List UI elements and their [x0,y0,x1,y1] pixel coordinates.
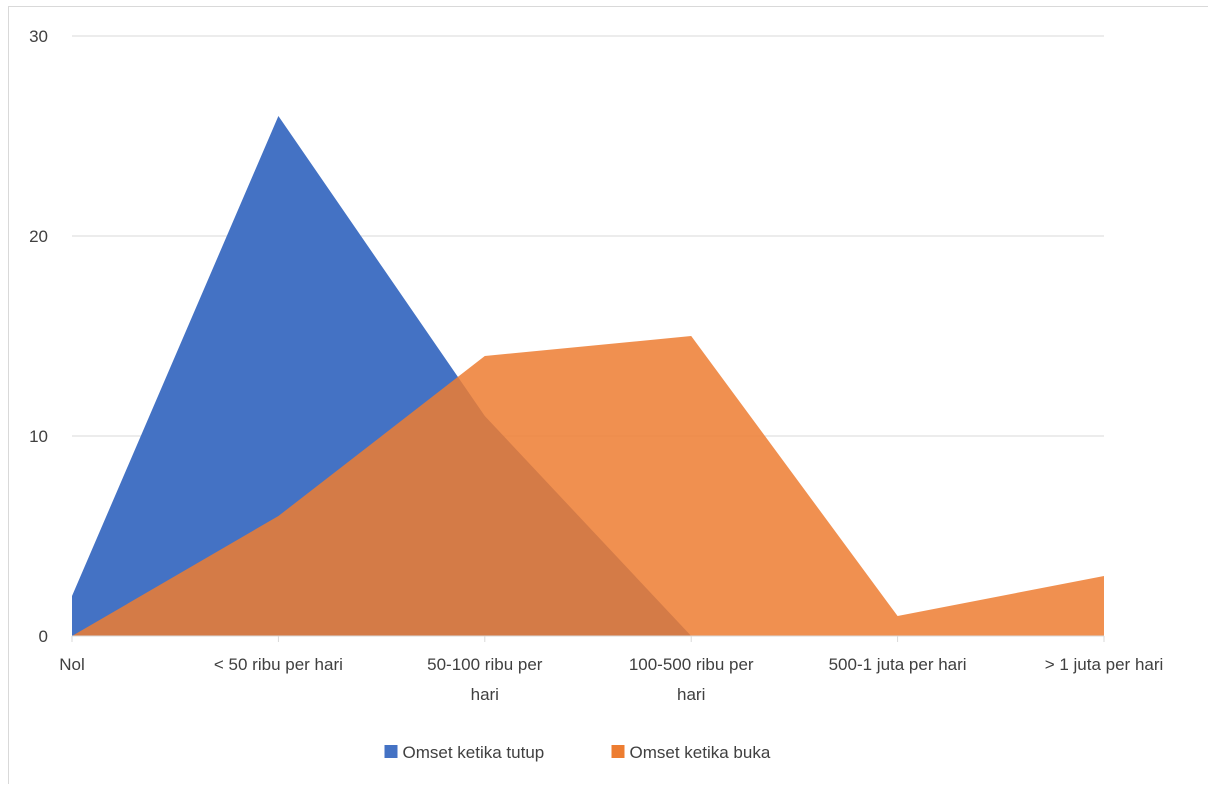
x-tick-label-line: > 1 juta per hari [1045,655,1164,674]
legend: Omset ketika tutup Omset ketika buka [384,743,771,762]
x-tick-label-line: Nol [59,655,85,674]
y-axis-tick-labels: 0 10 20 30 [29,27,48,646]
x-tick-label: Nol [59,655,85,674]
y-tick-label: 0 [39,627,48,646]
legend-label-1: Omset ketika tutup [403,743,545,762]
x-tick-label: < 50 ribu per hari [214,655,343,674]
x-tick-label: 50-100 ribu per hari [427,655,543,704]
legend-swatch-1 [384,745,398,758]
x-axis-tick-labels: Nol < 50 ribu per hari 50-100 ribu per hari… [59,655,1163,704]
x-tick-label-line: hari [677,685,705,704]
legend-swatch-2 [611,745,625,758]
y-tick-label: 20 [29,227,48,246]
x-axis [71,635,1105,642]
x-tick-label: > 1 juta per hari [1045,655,1164,674]
area-series-2 [72,336,1104,636]
x-tick-label: 500-1 juta per hari [829,655,967,674]
x-tick-label-line: hari [471,685,499,704]
y-tick-label: 10 [29,427,48,446]
x-tick-label-line: 100-500 ribu per [629,655,754,674]
x-tick-label: 100-500 ribu per hari [629,655,754,704]
x-tick-label-line: < 50 ribu per hari [214,655,343,674]
area-series [72,116,1104,636]
x-tick-label-line: 500-1 juta per hari [829,655,967,674]
x-tick-label-line: 50-100 ribu per [427,655,543,674]
chart-frame [8,6,1208,784]
y-tick-label: 30 [29,27,48,46]
legend-label-2: Omset ketika buka [630,743,771,762]
